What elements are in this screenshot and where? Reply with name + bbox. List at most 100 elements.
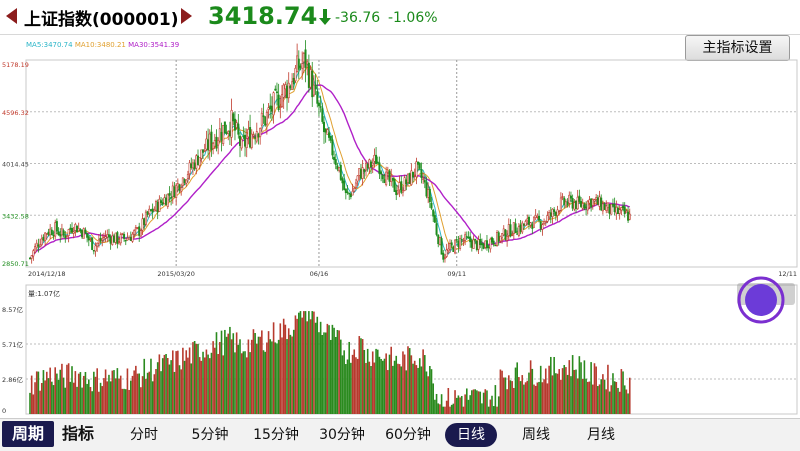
volume-bar — [299, 311, 302, 414]
tab-15min[interactable]: 15分钟 — [253, 427, 299, 443]
candle — [237, 113, 240, 139]
volume-bar — [99, 382, 102, 414]
candle — [321, 102, 324, 124]
ma10-value: MA10:3480.21 — [74, 41, 126, 49]
volume-bar — [447, 388, 450, 414]
candle — [623, 202, 626, 218]
volume-bar — [256, 343, 258, 414]
candle — [239, 132, 242, 158]
volume-bar — [452, 403, 455, 414]
volume-chart[interactable]: 8.57亿 5.71亿 2.86亿 0 — [0, 279, 800, 417]
volume-bar — [261, 330, 263, 414]
volume-bar — [497, 396, 500, 414]
tab-5min[interactable]: 5分钟 — [191, 427, 229, 443]
candle — [408, 172, 411, 185]
candle — [180, 183, 183, 196]
volume-bar — [435, 393, 438, 414]
volume-bar — [198, 357, 201, 414]
tab-monthly[interactable]: 月线 — [587, 427, 615, 443]
volume-bar — [346, 359, 349, 414]
volume-bar — [380, 358, 382, 414]
candle — [113, 233, 116, 243]
main-indicator-settings-button[interactable]: 主指标设置 — [685, 35, 790, 61]
price-x-tick-label: 2015/03/20 — [157, 270, 194, 278]
candle — [430, 196, 433, 210]
floating-assistant-icon[interactable] — [737, 276, 785, 324]
price-chart[interactable]: 5178.19 4596.32 4014.45 3432.58 2850.71 2014/… — [0, 34, 800, 279]
volume-bar — [165, 354, 167, 414]
volume-bar — [269, 339, 272, 414]
candle — [625, 209, 628, 214]
volume-bar — [400, 366, 403, 414]
candle — [420, 162, 423, 184]
volume-bar — [516, 362, 518, 414]
candle — [151, 203, 154, 219]
candle — [294, 65, 297, 83]
volume-bar — [529, 360, 532, 414]
volume-bar — [313, 311, 315, 414]
candle — [210, 124, 213, 157]
candle — [536, 213, 539, 220]
volume-bar — [523, 384, 525, 414]
volume-bar — [449, 406, 451, 414]
candle — [543, 218, 546, 226]
candle — [551, 208, 554, 224]
candle — [286, 79, 289, 111]
volume-bar — [610, 385, 613, 414]
candle — [57, 227, 60, 236]
candle — [457, 235, 460, 253]
candle — [104, 230, 107, 243]
volume-bar — [264, 351, 266, 414]
candle — [590, 198, 593, 212]
candle — [212, 142, 215, 155]
volume-bar — [519, 381, 522, 414]
volume-bar — [106, 381, 109, 414]
volume-bar — [620, 369, 623, 414]
volume-bar — [338, 330, 340, 414]
candle — [233, 111, 236, 141]
candle — [423, 174, 426, 189]
candle — [304, 40, 307, 83]
volume-label: 量:1.07亿 — [28, 290, 60, 298]
tab-daily[interactable]: 日线 — [445, 423, 497, 447]
volume-bar — [136, 373, 139, 414]
previous-stock-arrow-icon[interactable] — [6, 8, 17, 24]
candle — [613, 197, 616, 216]
volume-bar — [148, 371, 151, 414]
candle — [72, 226, 75, 239]
candle — [222, 125, 225, 147]
candle — [538, 210, 541, 223]
candle — [44, 231, 47, 246]
tab-60min[interactable]: 60分钟 — [385, 427, 431, 443]
indicator-button[interactable]: 指标 — [62, 424, 95, 443]
volume-bar — [163, 354, 166, 414]
tab-weekly[interactable]: 周线 — [522, 427, 550, 443]
volume-bar — [202, 351, 204, 414]
volume-bar — [89, 386, 92, 414]
candle — [428, 186, 431, 208]
volume-bar — [597, 386, 599, 414]
volume-bar — [528, 372, 530, 414]
tab-30min[interactable]: 30分钟 — [319, 427, 365, 443]
candle — [479, 233, 482, 249]
candle — [107, 228, 110, 242]
volume-bar — [508, 375, 510, 414]
volume-bar — [422, 349, 424, 414]
period-button[interactable]: 周期 — [2, 421, 54, 447]
candle — [334, 153, 337, 170]
candle — [517, 223, 520, 238]
volume-bar — [563, 365, 566, 414]
candle — [205, 130, 208, 152]
candle — [445, 243, 448, 259]
tab-intraday[interactable]: 分时 — [130, 427, 158, 443]
volume-bar — [203, 357, 206, 414]
candle — [296, 43, 299, 73]
volume-bar — [625, 389, 628, 414]
candle — [230, 98, 233, 147]
volume-bar — [66, 364, 68, 414]
volume-bar — [387, 370, 389, 414]
next-stock-arrow-icon[interactable] — [181, 8, 192, 24]
candle — [606, 202, 609, 213]
volume-bar — [457, 395, 460, 414]
candle — [467, 231, 470, 239]
